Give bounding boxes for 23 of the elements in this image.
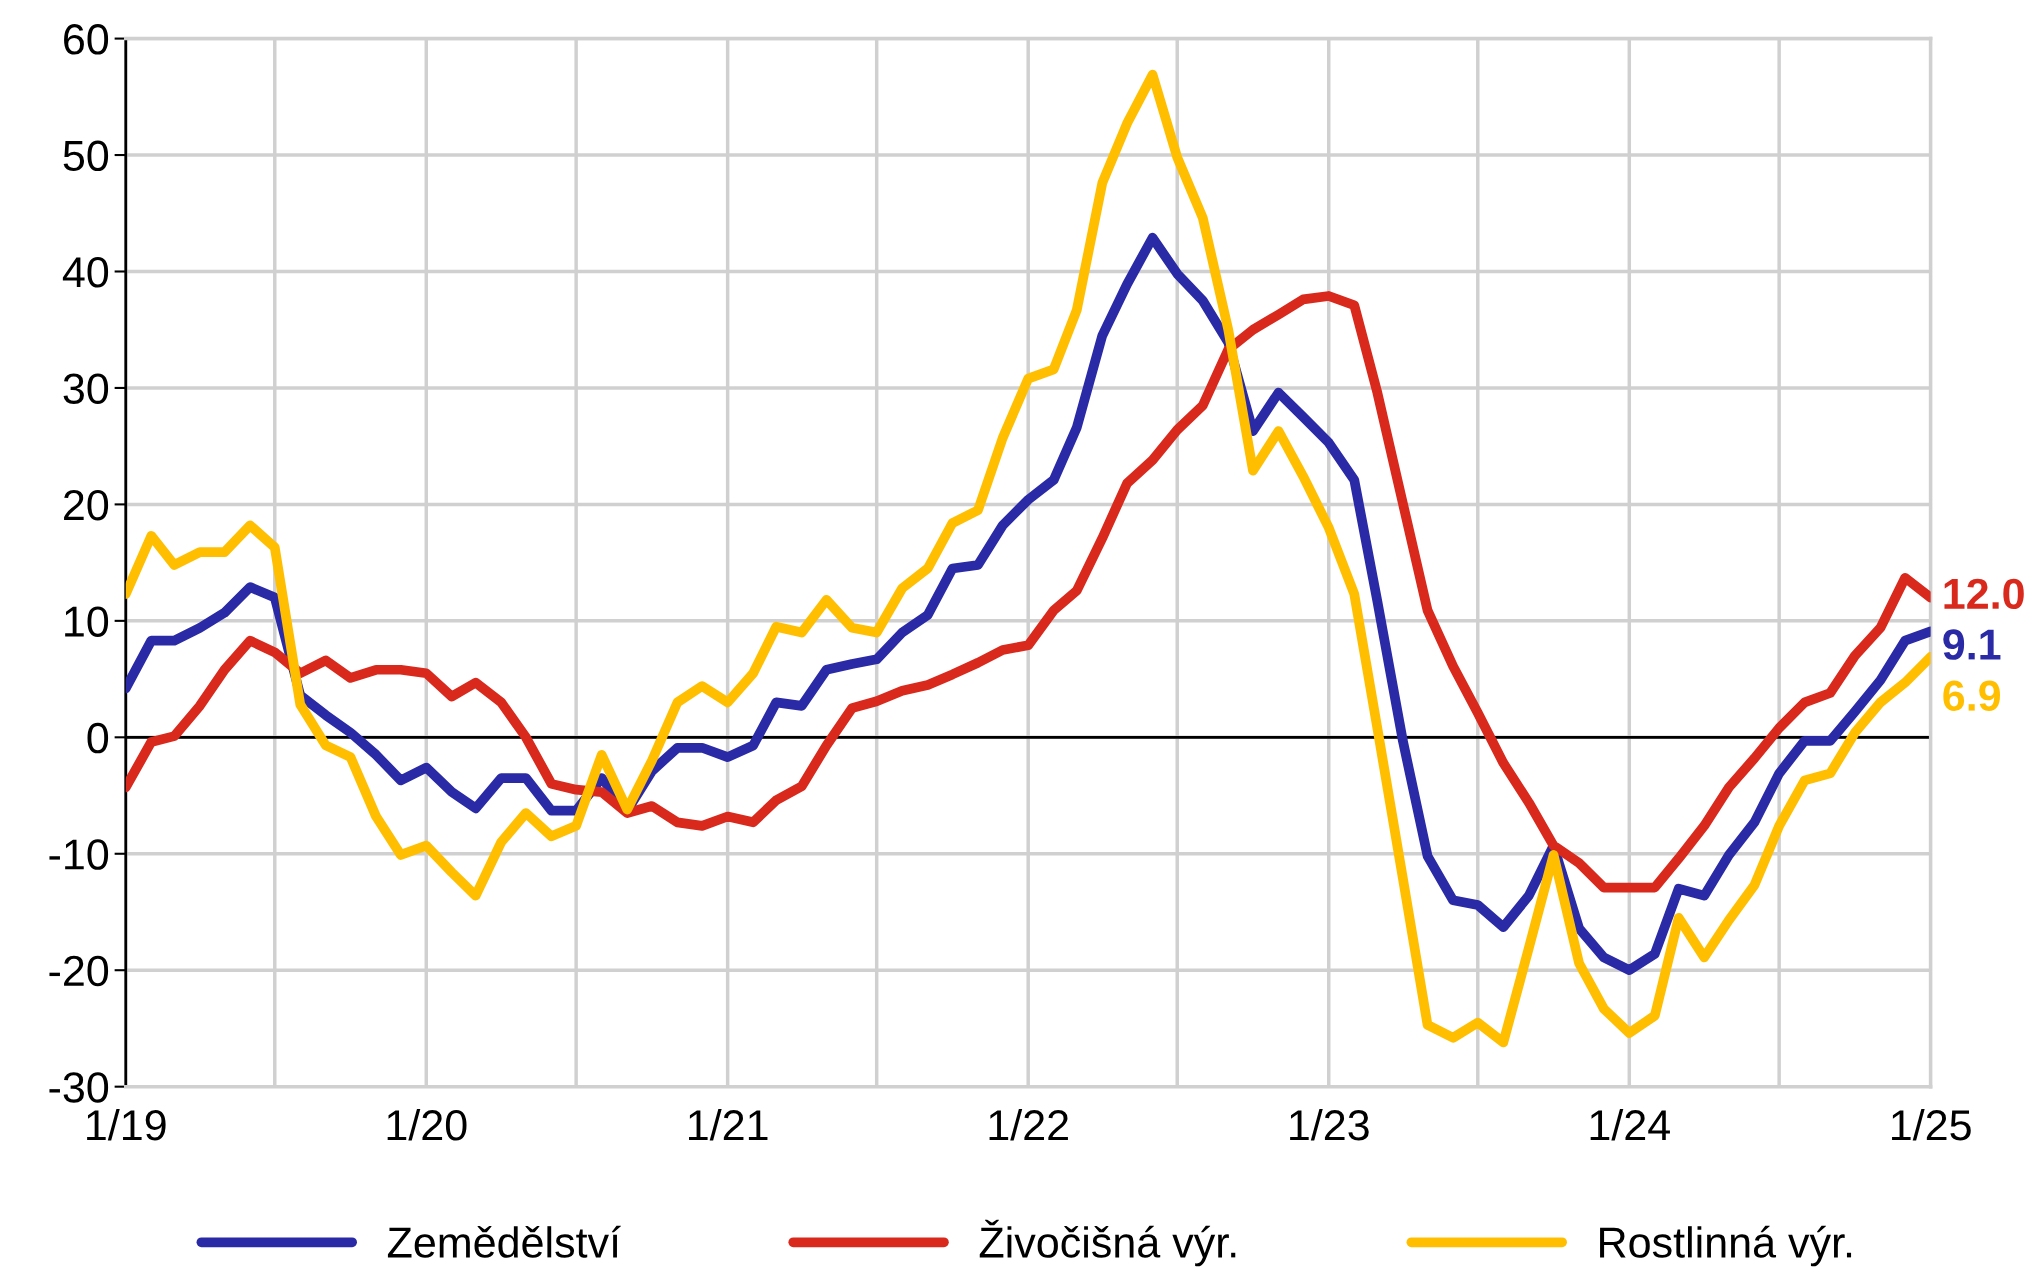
y-tick-label: 60 bbox=[64, 24, 109, 55]
x-tick-label: 1/22 bbox=[989, 1108, 1068, 1141]
legend-label: Živočišná výr. bbox=[979, 1219, 1236, 1267]
x-tick-label: 1/24 bbox=[1590, 1108, 1670, 1141]
x-tick-label: 1/21 bbox=[689, 1108, 768, 1141]
x-tick-label: 1/25 bbox=[1892, 1108, 1971, 1141]
y-tick-label: -10 bbox=[49, 839, 109, 870]
y-tick-label: 50 bbox=[63, 140, 109, 172]
y-tick-label: 20 bbox=[64, 489, 109, 521]
y-tick-label: 30 bbox=[63, 373, 109, 404]
y-tick-label: 10 bbox=[65, 606, 109, 637]
data-label: 9.1 bbox=[1943, 629, 2001, 660]
x-tick-label: 1/19 bbox=[87, 1108, 166, 1141]
y-tick-label: -30 bbox=[49, 1072, 109, 1103]
x-tick-label: 1/20 bbox=[387, 1108, 467, 1141]
y-tick-label: -20 bbox=[49, 955, 109, 987]
y-tick-label: 40 bbox=[62, 257, 109, 288]
data-label: 12.0 bbox=[1944, 578, 2024, 610]
y-tick-label: 0 bbox=[87, 722, 109, 754]
data-label: 6.9 bbox=[1943, 680, 2001, 712]
x-tick-label: 1/23 bbox=[1290, 1108, 1369, 1141]
legend-label: Zemědělství bbox=[387, 1225, 621, 1258]
legend-label: Rostlinná výr. bbox=[1600, 1225, 1852, 1267]
